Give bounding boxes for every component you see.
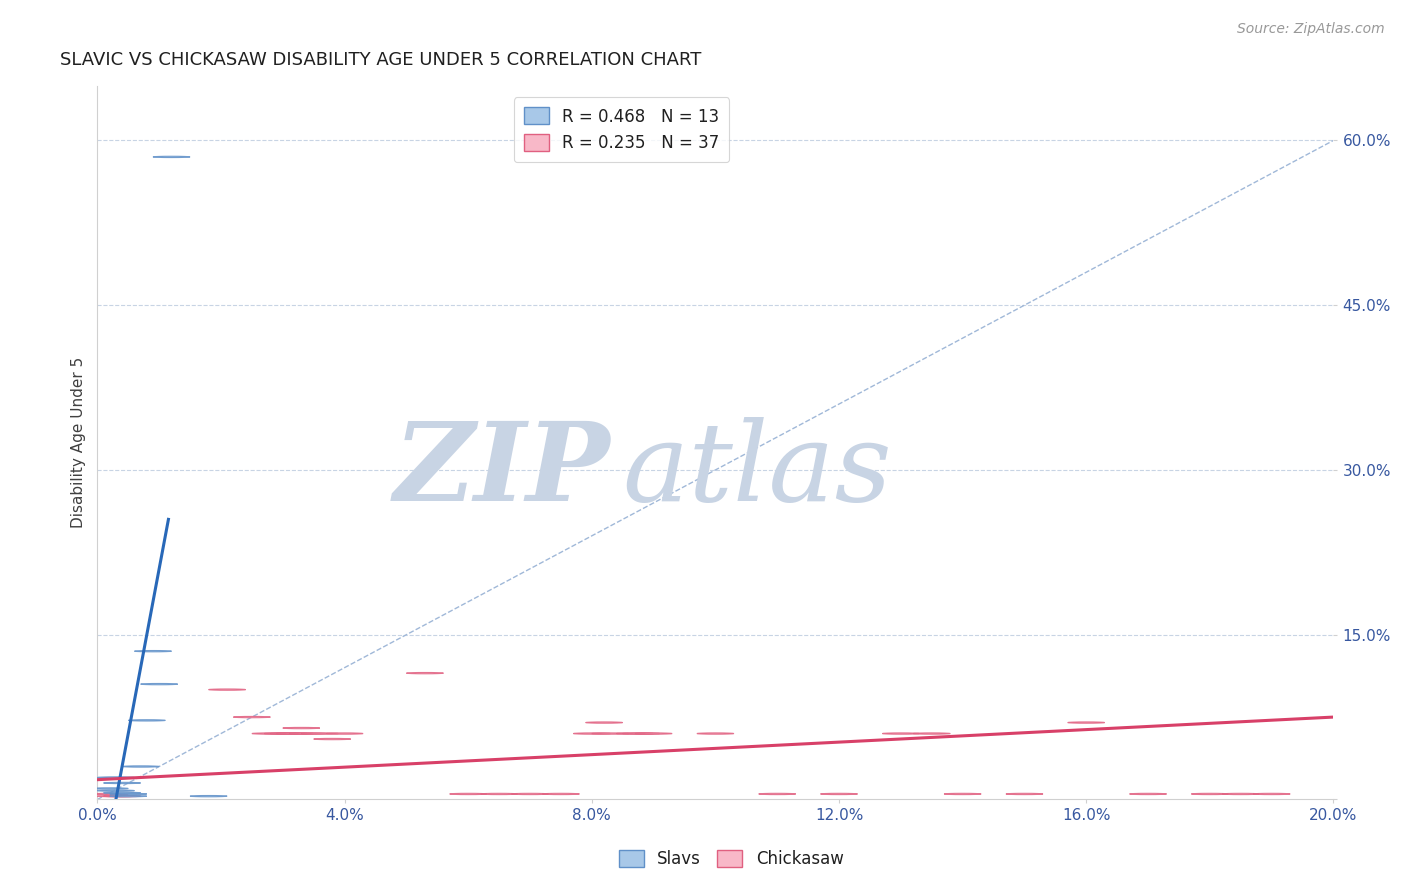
- Ellipse shape: [1129, 793, 1167, 795]
- Ellipse shape: [91, 788, 128, 789]
- Legend: Slavs, Chickasaw: Slavs, Chickasaw: [612, 843, 851, 875]
- Ellipse shape: [450, 793, 486, 795]
- Ellipse shape: [290, 733, 326, 734]
- Ellipse shape: [1191, 793, 1229, 795]
- Ellipse shape: [135, 650, 172, 652]
- Ellipse shape: [636, 733, 672, 734]
- Legend: R = 0.468   N = 13, R = 0.235   N = 37: R = 0.468 N = 13, R = 0.235 N = 37: [513, 97, 730, 162]
- Ellipse shape: [543, 793, 579, 795]
- Ellipse shape: [883, 733, 920, 734]
- Ellipse shape: [97, 777, 135, 778]
- Ellipse shape: [481, 793, 517, 795]
- Ellipse shape: [1067, 722, 1105, 723]
- Ellipse shape: [233, 716, 270, 718]
- Text: SLAVIC VS CHICKASAW DISABILITY AGE UNDER 5 CORRELATION CHART: SLAVIC VS CHICKASAW DISABILITY AGE UNDER…: [60, 51, 702, 69]
- Ellipse shape: [270, 733, 308, 734]
- Ellipse shape: [912, 733, 950, 734]
- Ellipse shape: [190, 796, 228, 797]
- Ellipse shape: [104, 782, 141, 784]
- Ellipse shape: [153, 156, 190, 158]
- Ellipse shape: [104, 792, 141, 794]
- Ellipse shape: [759, 793, 796, 795]
- Text: Source: ZipAtlas.com: Source: ZipAtlas.com: [1237, 22, 1385, 37]
- Ellipse shape: [97, 790, 135, 791]
- Ellipse shape: [208, 689, 246, 690]
- Ellipse shape: [697, 733, 734, 734]
- Ellipse shape: [104, 796, 141, 797]
- Y-axis label: Disability Age Under 5: Disability Age Under 5: [72, 357, 86, 528]
- Ellipse shape: [128, 720, 166, 721]
- Ellipse shape: [1005, 793, 1043, 795]
- Ellipse shape: [301, 733, 339, 734]
- Ellipse shape: [821, 793, 858, 795]
- Ellipse shape: [1222, 793, 1260, 795]
- Ellipse shape: [512, 793, 548, 795]
- Ellipse shape: [97, 796, 135, 797]
- Ellipse shape: [122, 766, 159, 767]
- Ellipse shape: [264, 733, 301, 734]
- Text: ZIP: ZIP: [394, 417, 610, 524]
- Ellipse shape: [616, 733, 654, 734]
- Ellipse shape: [574, 733, 610, 734]
- Ellipse shape: [141, 683, 177, 685]
- Ellipse shape: [1253, 793, 1291, 795]
- Ellipse shape: [283, 727, 319, 729]
- Ellipse shape: [326, 733, 363, 734]
- Ellipse shape: [586, 722, 623, 723]
- Ellipse shape: [110, 796, 146, 797]
- Ellipse shape: [943, 793, 981, 795]
- Ellipse shape: [110, 793, 146, 795]
- Ellipse shape: [623, 733, 659, 734]
- Ellipse shape: [277, 733, 314, 734]
- Ellipse shape: [252, 733, 290, 734]
- Ellipse shape: [91, 793, 128, 795]
- Ellipse shape: [592, 733, 628, 734]
- Text: atlas: atlas: [623, 417, 893, 524]
